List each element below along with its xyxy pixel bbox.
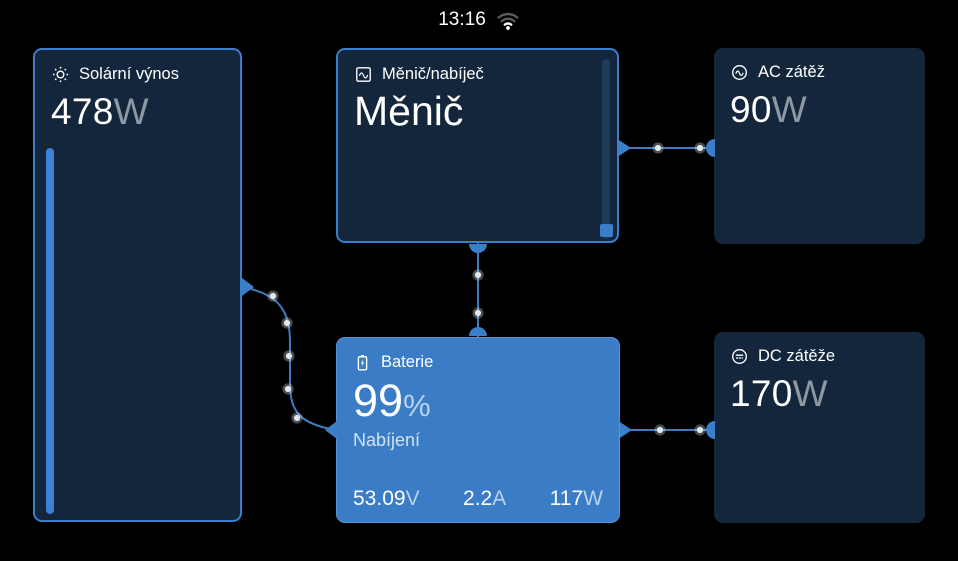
battery-current-unit: A [492, 487, 507, 510]
battery-state-label: Nabíjení [353, 430, 421, 450]
inverter-charger-panel[interactable]: Měnič/nabíječ Měnič [336, 48, 619, 243]
solar-power-value: 478 [51, 91, 114, 132]
battery-current-value: 2.2 [463, 487, 493, 510]
battery-charging-icon [353, 353, 372, 372]
dc-loads-title: DC zátěže [758, 347, 836, 366]
inverter-out-right-nub [619, 140, 631, 156]
battery-out-right-nub [620, 422, 632, 438]
battery-current: 2.2A [463, 487, 506, 511]
ac-sine-icon [730, 63, 749, 82]
battery-voltage-value: 53.09 [353, 487, 406, 510]
wifi-icon [496, 9, 520, 31]
battery-top-nub [469, 327, 487, 336]
battery-panel[interactable]: Baterie 99% Nabíjení 53.09V 2.2A 117W [336, 337, 620, 523]
sun-icon [51, 65, 70, 84]
inverter-gauge-track [599, 59, 613, 239]
clock-label: 13:16 [438, 9, 486, 30]
ac-loads-title: AC zátěž [758, 63, 825, 82]
inverter-bottom-nub [469, 244, 487, 253]
ac-loads-unit: W [771, 89, 807, 130]
solar-power-unit: W [113, 91, 149, 132]
solar-panel-title: Solární výnos [79, 65, 179, 84]
battery-voltage: 53.09V [353, 487, 420, 511]
solar-gauge-bar [46, 148, 54, 514]
status-bar: 13:16 [0, 0, 958, 40]
inverter-icon [354, 65, 373, 84]
battery-power: 117W [550, 487, 603, 511]
inverter-panel-title: Měnič/nabíječ [382, 65, 484, 84]
solar-to-battery-line [241, 286, 337, 431]
solar-yield-panel[interactable]: Solární výnos 478W [33, 48, 242, 522]
ac-loads-value: 90 [730, 89, 772, 130]
ac-loads-panel[interactable]: AC zátěž 90W [714, 48, 925, 244]
inverter-mode-label: Měnič [354, 88, 464, 134]
battery-power-unit: W [583, 487, 603, 510]
dc-loads-value: 170 [730, 373, 793, 414]
dc-loads-panel[interactable]: DC zátěže 170W [714, 332, 925, 523]
battery-power-value: 117 [549, 487, 584, 510]
battery-soc-value: 99 [353, 375, 404, 426]
battery-title: Baterie [381, 353, 434, 372]
inverter-gauge-handle[interactable] [599, 224, 613, 237]
solar-out-nub [242, 278, 254, 296]
battery-voltage-unit: V [405, 487, 420, 510]
dc-symbol-icon [730, 347, 749, 366]
battery-soc-unit: % [403, 388, 431, 423]
dc-loads-unit: W [792, 373, 828, 414]
